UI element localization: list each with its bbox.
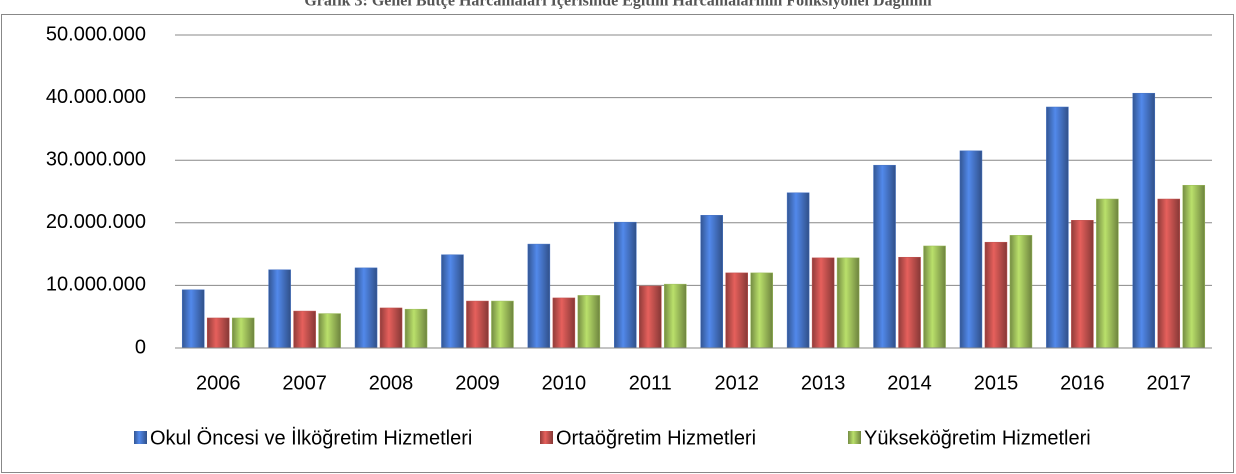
legend-swatch (134, 431, 147, 444)
bar (959, 150, 983, 349)
bar (527, 243, 551, 349)
x-tick-label: 2006 (196, 372, 241, 394)
x-tick-label: 2011 (629, 372, 672, 394)
x-tick-label: 2013 (801, 372, 846, 394)
legend-label: Okul Öncesi ve İlköğretim Hizmetleri (150, 426, 472, 449)
y-tick-label: 20.000.000 (46, 211, 146, 233)
bar (206, 317, 230, 349)
bar (1132, 92, 1156, 349)
bar (639, 285, 662, 349)
bar (873, 164, 896, 349)
bar (664, 283, 687, 349)
y-tick-label: 50.000.000 (46, 23, 146, 45)
legend-swatch (540, 431, 553, 444)
bar (1071, 220, 1094, 349)
bar (552, 297, 576, 349)
bar (1009, 235, 1033, 349)
chart-title: Grafik 3: Genel Bütçe Harcamaları İçeris… (304, 0, 932, 10)
bar (811, 257, 835, 349)
x-tick-label: 2007 (282, 372, 327, 394)
x-tick-label: 2010 (542, 372, 587, 394)
bar (577, 295, 601, 349)
bar (491, 300, 514, 349)
legend-swatch (848, 431, 861, 444)
x-tick-label: 2012 (714, 372, 759, 394)
legend-label: Yükseköğretim Hizmetleri (864, 427, 1091, 449)
bar (318, 313, 341, 349)
bar (404, 308, 428, 349)
bar (750, 272, 773, 349)
bar (923, 245, 946, 349)
bar (1046, 106, 1069, 349)
legend-label: Ortaöğretim Hizmetleri (556, 427, 756, 449)
bar (181, 289, 205, 349)
chart-frame (1, 14, 1234, 473)
x-tick-label: 2014 (887, 372, 932, 394)
bar (836, 257, 860, 349)
x-tick-label: 2015 (974, 372, 1019, 394)
bar (700, 215, 723, 349)
bar (786, 192, 810, 349)
bar (984, 241, 1008, 349)
x-tick-label: 2009 (455, 372, 500, 394)
bar (441, 254, 464, 349)
x-tick-label: 2017 (1147, 372, 1192, 394)
y-tick-label: 0 (135, 336, 146, 358)
bar (268, 269, 291, 349)
bar (231, 317, 255, 349)
bar (614, 221, 637, 349)
bar (466, 300, 489, 349)
bar (725, 272, 748, 349)
x-tick-label: 2016 (1060, 372, 1105, 394)
y-tick-label: 10.000.000 (46, 274, 146, 296)
bar (379, 307, 403, 349)
y-tick-label: 40.000.000 (46, 86, 146, 108)
bar (354, 267, 378, 349)
y-tick-label: 30.000.000 (46, 148, 146, 170)
bar (898, 256, 921, 349)
x-tick-label: 2008 (369, 372, 414, 394)
bar (1157, 198, 1181, 349)
bar (293, 310, 316, 349)
bar (1096, 198, 1119, 349)
bar (1182, 184, 1206, 349)
